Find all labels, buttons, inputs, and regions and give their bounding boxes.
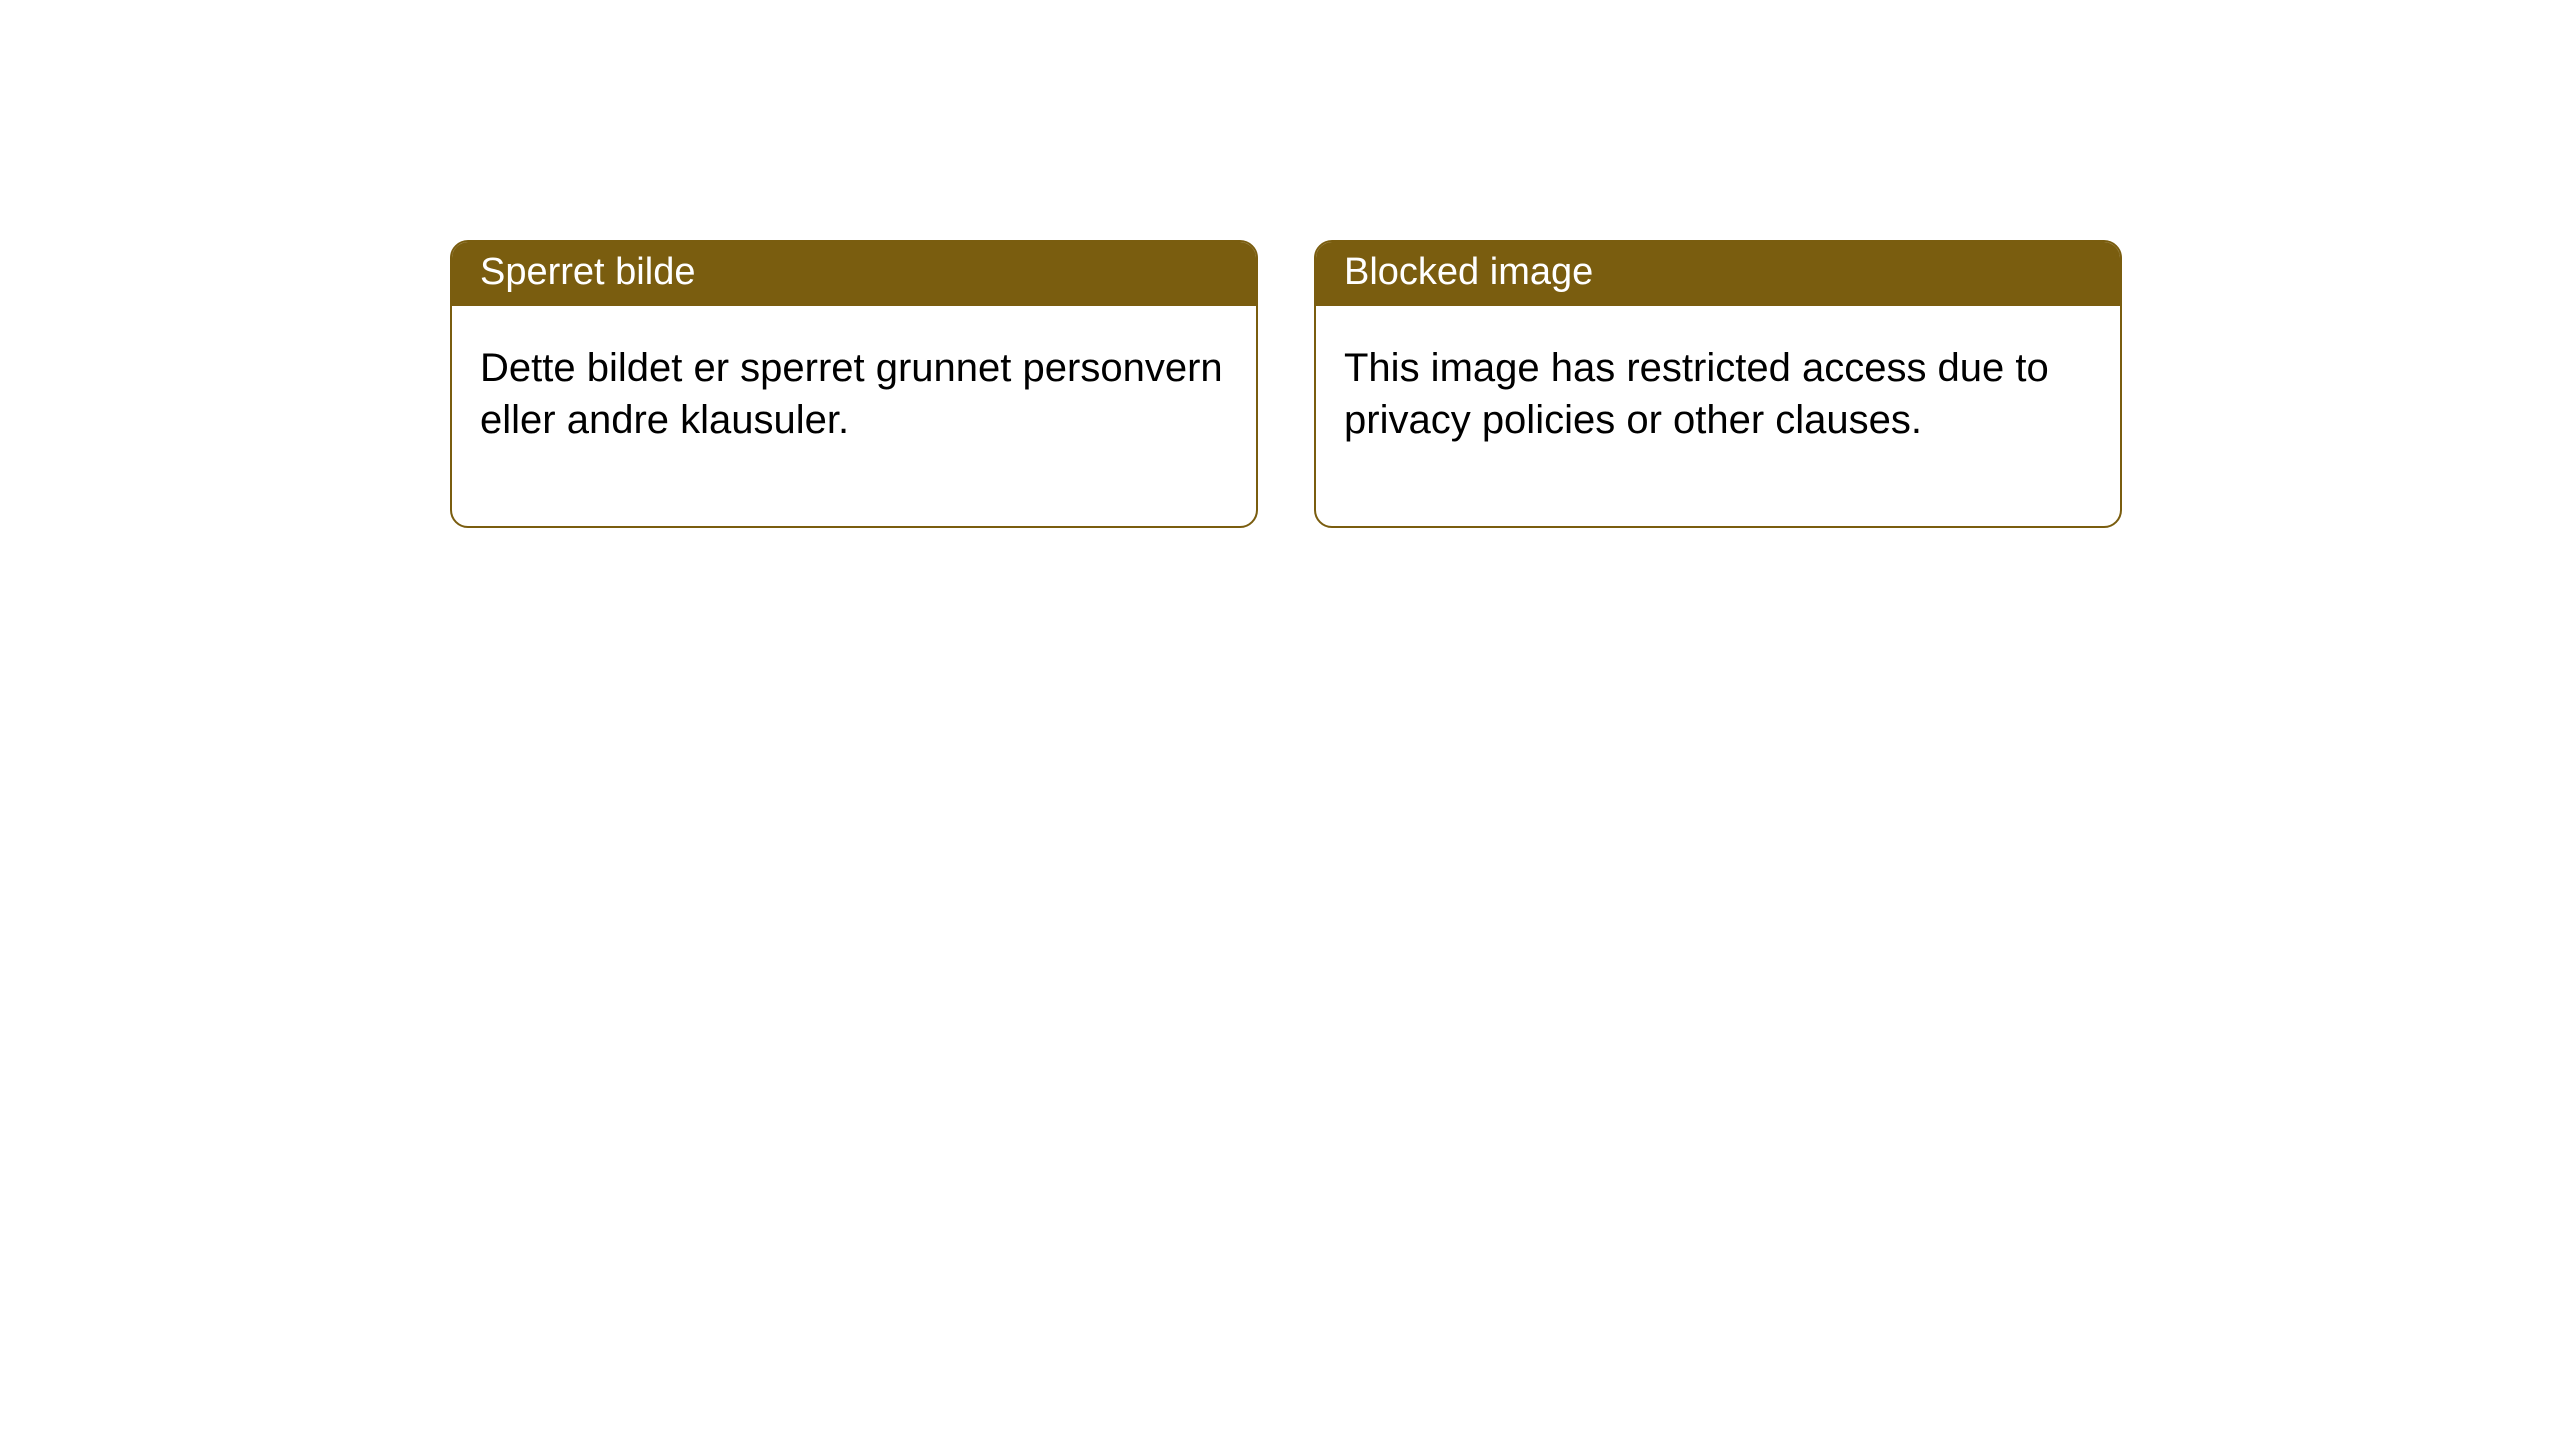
notice-container: Sperret bilde Dette bildet er sperret gr… <box>0 0 2560 528</box>
notice-card-norwegian: Sperret bilde Dette bildet er sperret gr… <box>450 240 1258 528</box>
notice-card-english: Blocked image This image has restricted … <box>1314 240 2122 528</box>
notice-body: This image has restricted access due to … <box>1316 306 2120 526</box>
notice-header: Blocked image <box>1316 242 2120 306</box>
notice-header: Sperret bilde <box>452 242 1256 306</box>
notice-body: Dette bildet er sperret grunnet personve… <box>452 306 1256 526</box>
